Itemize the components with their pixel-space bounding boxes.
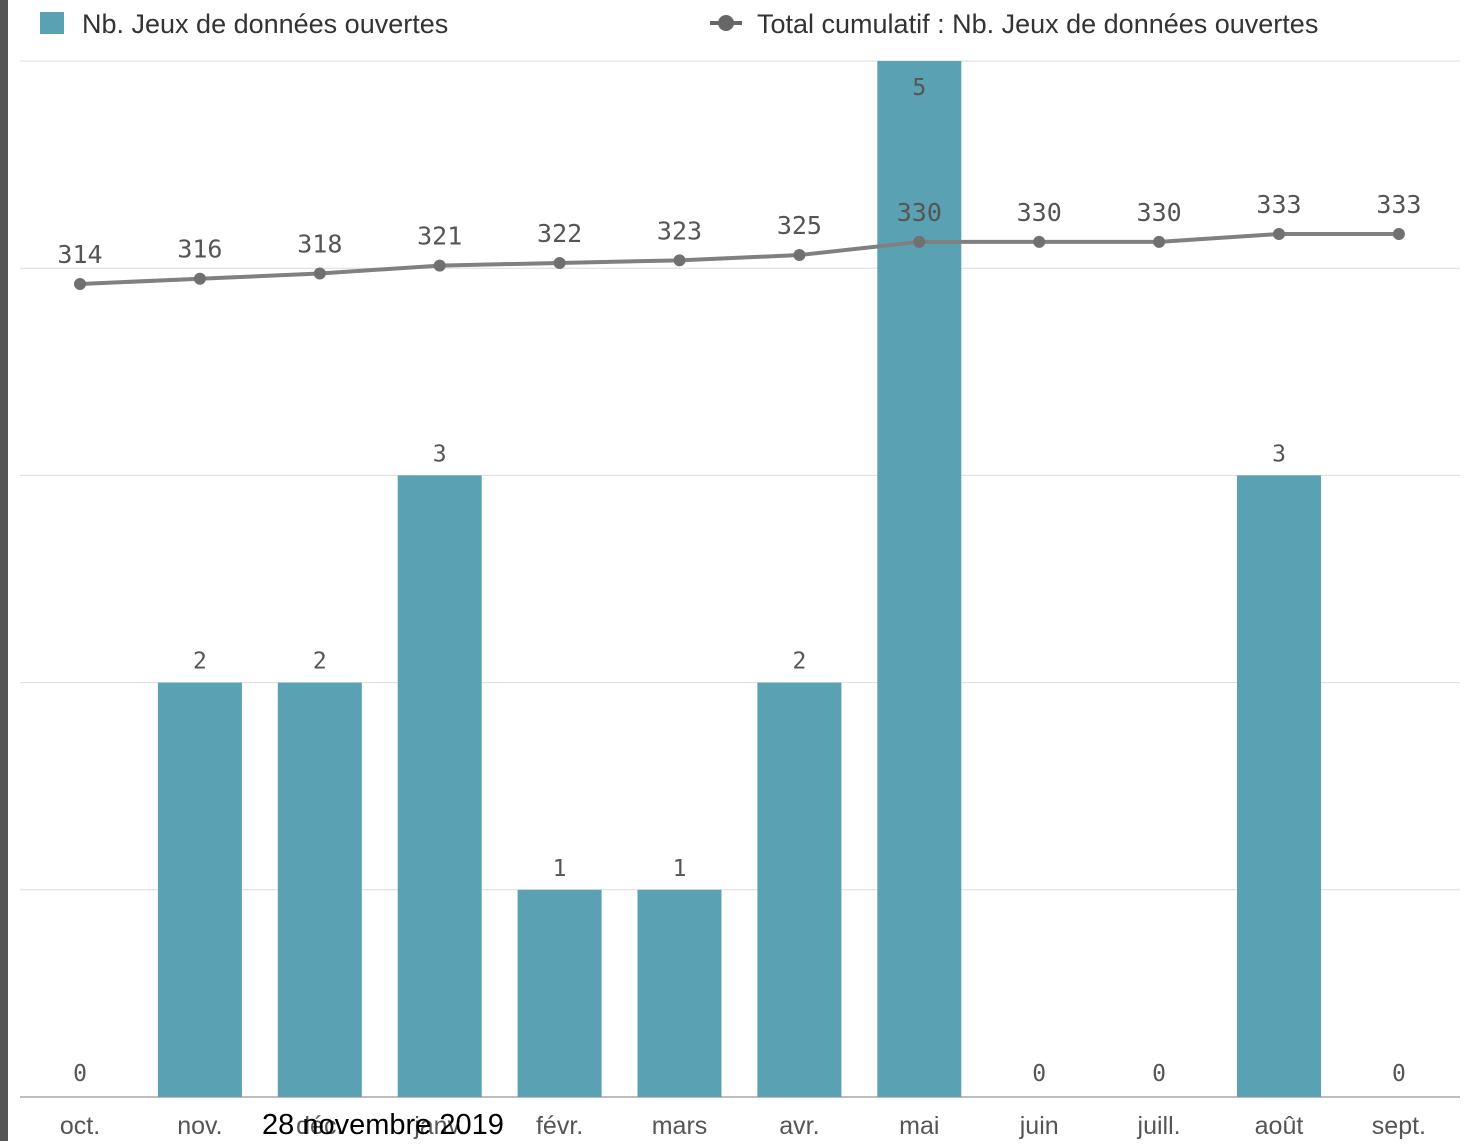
- x-tick-label: févr.: [536, 1112, 583, 1140]
- bar-value-label: 3: [433, 441, 447, 467]
- legend-bar-label: Nb. Jeux de données ouvertes: [82, 9, 448, 39]
- line-point: [434, 260, 446, 272]
- legend-line-label: Total cumulatif : Nb. Jeux de données ou…: [757, 9, 1318, 39]
- bar-value-label: 0: [1392, 1061, 1406, 1087]
- x-tick-label: mai: [899, 1112, 939, 1140]
- line-point: [674, 254, 686, 266]
- bar-value-label: 0: [73, 1061, 87, 1087]
- bar-value-labels: 0 2 2 3 1 1 2 5 0 0 3 0: [73, 75, 1406, 1087]
- x-tick-label: juin: [1019, 1112, 1059, 1140]
- line-series: [74, 228, 1405, 290]
- line-point: [793, 249, 805, 261]
- line-point: [554, 257, 566, 269]
- line-point: [194, 273, 206, 285]
- line-value-label: 330: [1017, 198, 1062, 227]
- bar: [518, 890, 602, 1097]
- bar-value-label: 1: [673, 856, 687, 882]
- line-value-label: 321: [417, 222, 462, 251]
- x-tick-label: oct.: [60, 1112, 100, 1140]
- line-value-label: 333: [1376, 190, 1421, 219]
- line-point: [913, 236, 925, 248]
- bar-value-label: 2: [193, 649, 207, 675]
- cumulative-line: [80, 234, 1399, 284]
- bar-value-label: 2: [313, 649, 327, 675]
- x-tick-label: juill.: [1137, 1112, 1181, 1140]
- line-value-label: 330: [897, 198, 942, 227]
- bar-value-label: 0: [1032, 1061, 1046, 1087]
- line-point: [314, 267, 326, 279]
- legend-line-marker: [718, 15, 734, 31]
- legend: Nb. Jeux de données ouvertes Total cumul…: [40, 9, 1318, 39]
- line-point: [1153, 236, 1165, 248]
- line-value-label: 322: [537, 219, 582, 248]
- line-value-label: 330: [1137, 198, 1182, 227]
- bar-value-label: 2: [792, 649, 806, 675]
- line-value-label: 325: [777, 211, 822, 240]
- line-point: [1393, 228, 1405, 240]
- bar: [278, 683, 362, 1097]
- bar: [398, 475, 482, 1097]
- line-value-label: 333: [1256, 190, 1301, 219]
- frame-left-border: [0, 0, 8, 1141]
- line-value-label: 316: [177, 235, 222, 264]
- line-point: [1033, 236, 1045, 248]
- line-value-label: 318: [297, 229, 342, 258]
- bar: [638, 890, 722, 1097]
- bar: [158, 683, 242, 1097]
- bar-value-label: 0: [1152, 1061, 1166, 1087]
- bar-value-label: 5: [912, 75, 926, 101]
- legend-bar-swatch: [40, 12, 64, 34]
- line-point: [1273, 228, 1285, 240]
- bar-value-label: 1: [553, 856, 567, 882]
- x-tick-label: sept.: [1372, 1112, 1426, 1140]
- line-value-label: 314: [57, 240, 102, 269]
- bar: [1237, 475, 1321, 1097]
- line-point: [74, 278, 86, 290]
- date-caption: 28 novembre 2019: [262, 1109, 504, 1142]
- bar: [757, 683, 841, 1097]
- x-tick-label: nov.: [177, 1112, 222, 1140]
- x-tick-label: août: [1255, 1112, 1304, 1140]
- line-value-label: 323: [657, 216, 702, 245]
- bar-value-label: 3: [1272, 441, 1286, 467]
- x-tick-label: mars: [652, 1112, 708, 1140]
- x-tick-label: avr.: [779, 1112, 819, 1140]
